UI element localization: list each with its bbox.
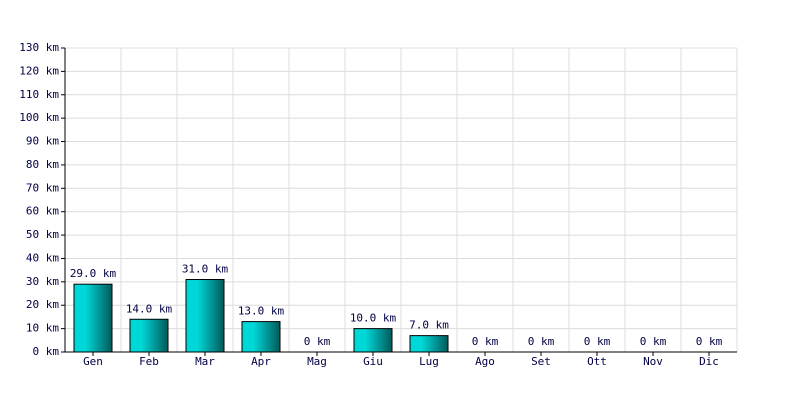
x-tick-label: Gen: [83, 355, 103, 368]
y-tick-label: 50 km: [26, 228, 59, 241]
value-label: 14.0 km: [126, 302, 173, 315]
y-tick-label: 90 km: [26, 135, 59, 148]
value-label: 0 km: [472, 335, 499, 348]
y-tick-label: 20 km: [26, 298, 59, 311]
bar: [73, 283, 113, 353]
x-tick-label: Ott: [587, 355, 607, 368]
value-label: 29.0 km: [70, 267, 117, 280]
y-tick-label: 110 km: [19, 88, 59, 101]
y-tick-label: 40 km: [26, 251, 59, 264]
y-tick-label: 60 km: [26, 205, 59, 218]
y-tick-label: 80 km: [26, 158, 59, 171]
x-tick-label: Dic: [699, 355, 719, 368]
y-tick-label: 30 km: [26, 275, 59, 288]
value-label: 0 km: [528, 335, 555, 348]
value-label: 31.0 km: [182, 263, 229, 276]
bar: [185, 279, 225, 353]
x-tick-label: Feb: [139, 355, 159, 368]
value-label: 10.0 km: [350, 312, 397, 325]
value-label: 0 km: [304, 335, 331, 348]
y-tick-label: 120 km: [19, 64, 59, 77]
bar: [241, 321, 281, 353]
x-tick-label: Giu: [363, 355, 383, 368]
x-tick-label: Mag: [307, 355, 327, 368]
bar: [353, 328, 393, 353]
bar: [409, 335, 449, 353]
x-tick-label: Ago: [475, 355, 495, 368]
x-tick-label: Apr: [251, 355, 271, 368]
x-tick-label: Mar: [195, 355, 215, 368]
x-tick-label: Set: [531, 355, 551, 368]
value-label: 0 km: [696, 335, 723, 348]
y-tick-label: 100 km: [19, 111, 59, 124]
bar: [129, 318, 169, 353]
x-tick-label: Nov: [643, 355, 663, 368]
y-tick-label: 0 km: [33, 345, 60, 358]
value-label: 7.0 km: [409, 319, 449, 332]
y-tick-label: 70 km: [26, 181, 59, 194]
value-label: 0 km: [584, 335, 611, 348]
value-label: 13.0 km: [238, 305, 285, 318]
y-tick-label: 130 km: [19, 41, 59, 54]
y-tick-label: 10 km: [26, 322, 59, 335]
x-tick-label: Lug: [419, 355, 439, 368]
value-label: 0 km: [640, 335, 667, 348]
